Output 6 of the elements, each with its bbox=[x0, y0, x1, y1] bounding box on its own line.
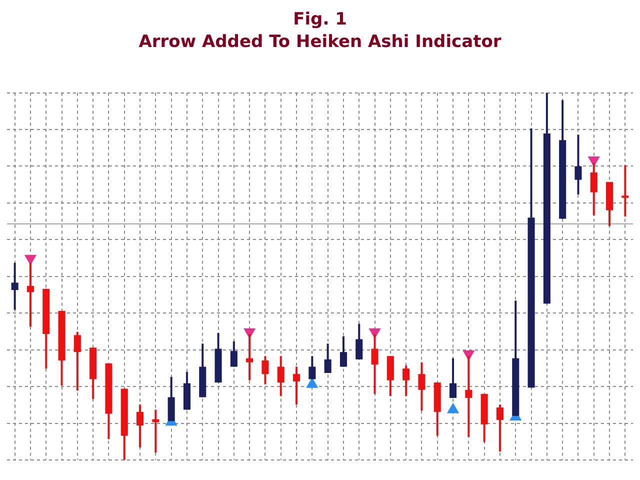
point bbox=[306, 378, 318, 388]
chart-subtitle: Arrow Added To Heiken Ashi Indicator bbox=[138, 32, 502, 52]
point bbox=[447, 403, 459, 414]
chart-title: Fig. 1 bbox=[293, 10, 347, 30]
point bbox=[24, 254, 36, 265]
point bbox=[588, 156, 600, 166]
